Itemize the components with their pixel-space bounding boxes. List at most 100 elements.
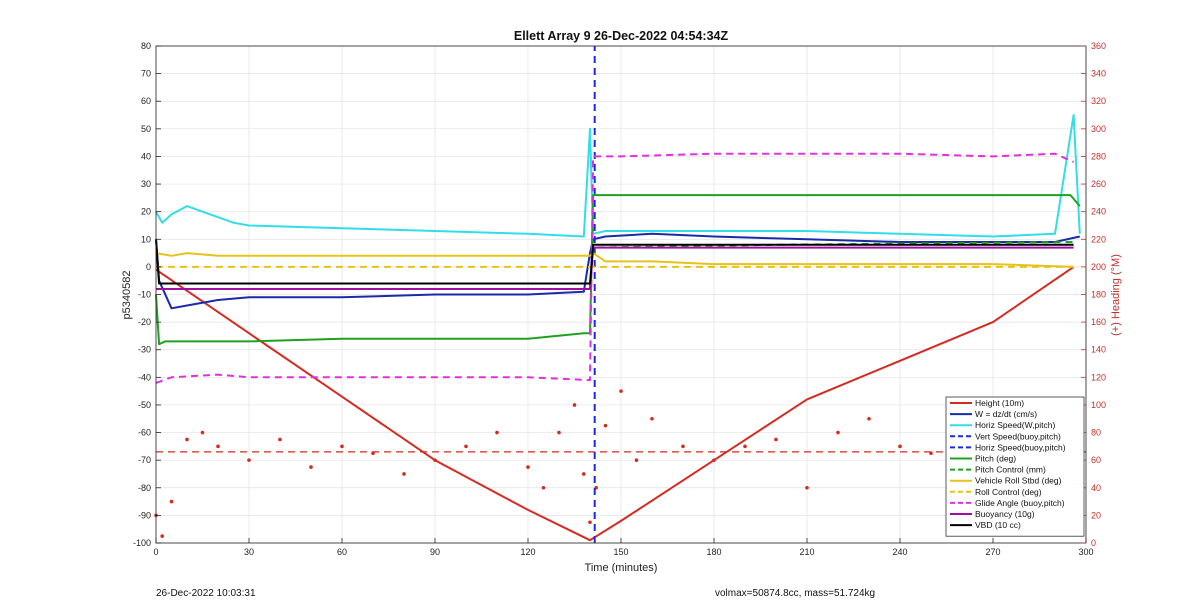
heading-point bbox=[160, 534, 164, 538]
heading-point bbox=[541, 485, 546, 490]
y2-tick-label: 220 bbox=[1091, 234, 1106, 244]
heading-point bbox=[898, 444, 902, 449]
legend-entry: W = dz/dt (cm/s) bbox=[975, 409, 1037, 419]
chart-title: Ellett Array 9 26-Dec-2022 04:54:34Z bbox=[514, 29, 729, 43]
legend-entry: Pitch (deg) bbox=[975, 454, 1016, 464]
y2-tick-label: 340 bbox=[1091, 69, 1106, 79]
y2-tick-label: 80 bbox=[1091, 428, 1101, 438]
y2-tick-label: 40 bbox=[1091, 483, 1101, 493]
x-tick-label: 60 bbox=[337, 547, 347, 557]
x-tick-label: 300 bbox=[1078, 547, 1093, 557]
heading-point bbox=[526, 465, 530, 469]
y2-tick-label: 260 bbox=[1091, 179, 1106, 189]
y2-tick-label: 320 bbox=[1091, 96, 1106, 106]
heading-point bbox=[836, 430, 840, 435]
x-tick-label: 30 bbox=[244, 547, 254, 557]
legend-entry: Pitch Control (mm) bbox=[975, 465, 1046, 475]
y2-tick-label: 0 bbox=[1091, 538, 1096, 548]
y-tick-label: 60 bbox=[141, 96, 151, 106]
heading-point bbox=[216, 444, 220, 449]
y-tick-label: -100 bbox=[133, 538, 151, 548]
legend-entry: Height (10m) bbox=[975, 398, 1024, 408]
y2-tick-label: 200 bbox=[1091, 262, 1106, 272]
heading-point bbox=[371, 451, 375, 456]
chart-series-group bbox=[154, 46, 1086, 543]
y-tick-label: 70 bbox=[141, 69, 151, 79]
x-tick-label: 150 bbox=[613, 547, 628, 557]
y-tick-label: 30 bbox=[141, 179, 151, 189]
series-line-6 bbox=[156, 241, 1074, 290]
heading-point bbox=[340, 444, 344, 449]
heading-point bbox=[650, 416, 654, 421]
x-tick-label: 270 bbox=[985, 547, 1000, 557]
y2-tick-label: 100 bbox=[1091, 400, 1106, 410]
heading-point bbox=[247, 458, 251, 462]
legend-entry: VBD (10 cc) bbox=[975, 520, 1021, 530]
heading-point bbox=[185, 437, 189, 442]
y2-tick-label: 140 bbox=[1091, 345, 1106, 355]
heading-point bbox=[929, 451, 933, 456]
y2-tick-label: 20 bbox=[1091, 510, 1101, 520]
heading-point bbox=[743, 444, 747, 449]
heading-point bbox=[867, 416, 871, 421]
y-tick-label: -90 bbox=[138, 510, 151, 520]
footer-date: 26-Dec-2022 10:03:31 bbox=[156, 588, 256, 599]
legend-entry: Vert Speed(buoy,pitch) bbox=[975, 431, 1061, 441]
heading-point bbox=[774, 437, 778, 442]
y-tick-label: 50 bbox=[141, 124, 151, 134]
legend-entry: Horiz Speed(W,pitch) bbox=[975, 420, 1055, 430]
x-axis: 0 30 60 90 120 150 180 210 240 270 300 bbox=[153, 538, 1094, 557]
heading-point bbox=[278, 437, 282, 442]
heading-point bbox=[805, 485, 809, 490]
y-tick-label: 80 bbox=[141, 41, 151, 51]
y2-tick-label: 120 bbox=[1091, 372, 1106, 382]
heading-point bbox=[309, 465, 313, 469]
heading-point bbox=[402, 472, 406, 476]
y2-tick-label: 180 bbox=[1091, 290, 1106, 300]
y-axis: -100-90-80-70-60-50-40-30-20-10010203040… bbox=[133, 41, 161, 548]
series-line-7 bbox=[155, 252, 1074, 268]
heading-point bbox=[495, 430, 499, 435]
x-tick-label: 120 bbox=[520, 547, 535, 557]
heading-point bbox=[588, 520, 592, 525]
y-tick-label: 40 bbox=[141, 151, 151, 161]
x-tick-label: 0 bbox=[153, 547, 158, 557]
x-tick-label: 90 bbox=[430, 547, 440, 557]
heading-point bbox=[464, 444, 468, 449]
heading-point bbox=[634, 458, 639, 462]
series-line-0 bbox=[155, 266, 1075, 542]
series-line-2 bbox=[155, 114, 1081, 238]
legend-entry: Glide Angle (buoy,pitch) bbox=[975, 498, 1065, 508]
x-axis-label: Time (minutes) bbox=[585, 562, 658, 574]
footer-info: volmax=50874.8cc, mass=51.724kg bbox=[715, 588, 876, 599]
y-tick-label: -20 bbox=[138, 317, 151, 327]
y-tick-label: -50 bbox=[138, 400, 151, 410]
heading-point bbox=[169, 499, 174, 504]
y2-tick-label: 280 bbox=[1091, 151, 1106, 161]
legend-entry: Roll Control (deg) bbox=[975, 487, 1042, 497]
y-tick-label: -10 bbox=[138, 290, 151, 300]
legend-entry: Buoyancy (10g) bbox=[975, 509, 1035, 519]
y2-tick-label: 60 bbox=[1091, 455, 1101, 465]
series-line-11 bbox=[155, 239, 1074, 285]
heading-point bbox=[681, 444, 685, 449]
y2-tick-label: 240 bbox=[1091, 207, 1106, 217]
heading-point bbox=[582, 472, 586, 476]
y-tick-label: -30 bbox=[138, 345, 151, 355]
y2-axis-label: (+) Heading (°M) bbox=[1110, 254, 1122, 336]
heading-point bbox=[200, 430, 205, 435]
heading-point bbox=[619, 389, 623, 393]
y-axis-label: p5340582 bbox=[121, 271, 133, 320]
y2-tick-label: 300 bbox=[1091, 124, 1106, 134]
legend: Height (10m)W = dz/dt (cm/s)Horiz Speed(… bbox=[945, 396, 1085, 537]
y-tick-label: -60 bbox=[138, 428, 151, 438]
heading-point bbox=[603, 423, 608, 428]
x-tick-label: 210 bbox=[799, 547, 814, 557]
legend-entry: Vehicle Roll Stbd (deg) bbox=[975, 476, 1062, 486]
x-tick-label: 240 bbox=[892, 547, 907, 557]
y-tick-label: 0 bbox=[146, 262, 151, 272]
heading-point bbox=[557, 430, 561, 435]
y-tick-label: -40 bbox=[138, 372, 151, 382]
y-tick-label: -70 bbox=[138, 455, 151, 465]
